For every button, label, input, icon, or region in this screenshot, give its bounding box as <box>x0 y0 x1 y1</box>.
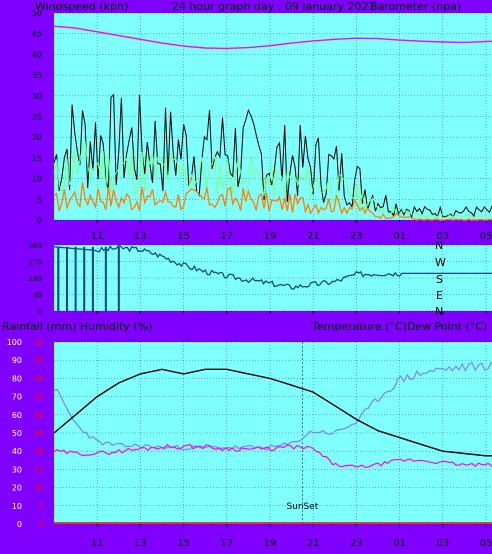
wind-y-tick-label: 50 <box>32 9 42 18</box>
humidity-y-tick-label: 50 <box>12 429 22 438</box>
wind-x-tick-label: 15 <box>177 231 190 242</box>
rain-y-tick-label: 40 <box>34 374 44 383</box>
wind-gust-series <box>53 93 492 219</box>
wind-low-series <box>53 182 492 221</box>
humidity-y-tick-label: 0 <box>17 520 22 529</box>
humidity-series <box>53 361 492 451</box>
temp-x-tick-label: 15 <box>177 538 190 549</box>
rain-y-tick-label: 25 <box>34 429 44 438</box>
rain-y-tick-label: 5 <box>39 502 44 511</box>
rain-y-tick-label: 50 <box>34 338 44 347</box>
temp-x-tick-label: 05 <box>480 538 492 549</box>
rain-y-tick-label: 30 <box>34 411 44 420</box>
compass-s: S <box>436 273 443 286</box>
humidity-y-tick-label: 90 <box>12 356 22 365</box>
temp-x-tick-label: 21 <box>307 538 320 549</box>
wind-y-tick-label: 45 <box>32 30 42 39</box>
temp-x-tick-label: 13 <box>134 538 147 549</box>
rain-y-tick-label: 15 <box>34 465 44 474</box>
rain-y-tick-label: 35 <box>34 393 44 402</box>
direction-y-tick-label: 0 <box>38 308 42 316</box>
temp-x-tick-label: 17 <box>220 538 233 549</box>
wind-y-tick-label: 20 <box>32 133 42 142</box>
humidity-y-tick-label: 80 <box>12 374 22 383</box>
wind-x-tick-label: 01 <box>393 231 406 242</box>
chart-title: 24 hour graph day : 09 January 2021 <box>172 0 376 13</box>
temp-x-tick-label: 03 <box>436 538 449 549</box>
humidity-y-tick-label: 60 <box>12 411 22 420</box>
wind-y-tick-label: 0 <box>37 216 42 225</box>
barometer-axis-title: Barometer (hpa) <box>370 0 462 13</box>
wind-average-series <box>53 139 492 219</box>
wind-y-tick-label: 30 <box>32 92 42 101</box>
compass-n-bottom: N <box>435 305 444 318</box>
rain-y-tick-label: 10 <box>34 484 44 493</box>
compass-w: W <box>435 256 446 269</box>
windspeed-axis-title: Windspeed (kph) <box>35 0 129 13</box>
wind-x-tick-label: 19 <box>264 231 277 242</box>
compass-n-top: N <box>435 239 444 252</box>
humidity-y-tick-label: 20 <box>12 484 22 493</box>
sunset-label: SunSet <box>286 502 318 512</box>
wind-y-tick-label: 35 <box>32 71 42 80</box>
wind-x-tick-label: 23 <box>350 231 363 242</box>
wind-x-tick-label: 11 <box>91 231 104 242</box>
dewpoint-series <box>53 443 492 468</box>
rain-y-tick-label: 0 <box>39 520 44 529</box>
humidity-y-tick-label: 100 <box>7 338 22 347</box>
temp-x-tick-label: 19 <box>264 538 277 549</box>
wind-direction-series <box>53 244 492 290</box>
wind-x-tick-label: 13 <box>134 231 147 242</box>
direction-y-tick-label: 90 <box>33 292 42 300</box>
wind-y-tick-label: 40 <box>32 50 42 59</box>
rain-y-tick-label: 45 <box>34 356 44 365</box>
temp-x-tick-label: 01 <box>393 538 406 549</box>
humidity-y-tick-label: 40 <box>12 447 22 456</box>
barometer-series <box>53 25 492 50</box>
humidity-y-tick-label: 30 <box>12 465 22 474</box>
wind-y-tick-label: 10 <box>32 175 42 184</box>
temp-dewpoint-axis-title: Temperature (°C)Dew Point (°C) <box>312 320 488 333</box>
rain-y-tick-label: 20 <box>34 447 44 456</box>
humidity-y-tick-label: 10 <box>12 502 22 511</box>
rain-humidity-axis-title: Rainfall (mm) Humidity (%) <box>2 320 153 333</box>
temp-x-tick-label: 23 <box>350 538 363 549</box>
temp-x-tick-label: 11 <box>91 538 104 549</box>
wind-x-tick-label: 03 <box>436 231 449 242</box>
humidity-y-tick-label: 70 <box>12 393 22 402</box>
wind-y-tick-label: 25 <box>32 113 42 122</box>
compass-e: E <box>436 289 443 302</box>
direction-y-tick-label: 360 <box>29 242 42 250</box>
wind-y-tick-label: 5 <box>37 195 42 204</box>
direction-y-tick-label: 180 <box>29 275 42 283</box>
wind-x-tick-label: 05 <box>480 231 492 242</box>
wind-x-tick-label: 17 <box>220 231 233 242</box>
temperature-series <box>53 368 492 457</box>
wind-x-tick-label: 21 <box>307 231 320 242</box>
direction-y-tick-label: 270 <box>29 259 42 267</box>
wind-y-tick-label: 15 <box>32 154 42 163</box>
